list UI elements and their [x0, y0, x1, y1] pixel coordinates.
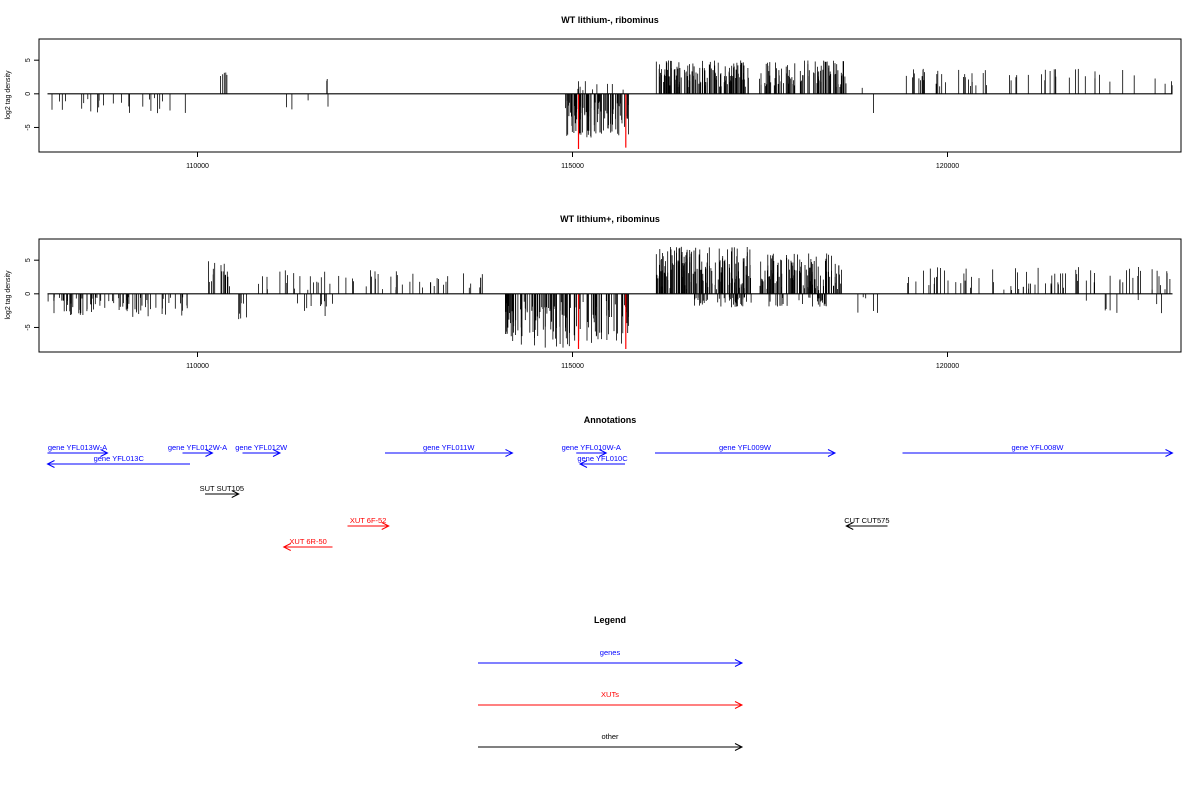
y-tick-label: 0	[25, 92, 32, 96]
feature-label: gene YFL010C	[577, 454, 628, 463]
y-tick-label: 5	[25, 258, 32, 262]
feature-arrow	[282, 543, 333, 551]
feature-label: gene YFL012W	[235, 443, 288, 452]
feature-label: gene YFL013W-A	[48, 443, 107, 452]
feature-label: gene YFL013C	[94, 454, 145, 463]
legend-arrow	[478, 743, 744, 751]
feature-arrow	[347, 522, 390, 530]
middle-panel-axes: 110000 115000 120000 -5 0 5	[25, 258, 959, 370]
legend-panel: Legend genes XUTs other	[478, 615, 744, 751]
y-tick-label: 0	[25, 292, 32, 296]
x-tick-label: 120000	[936, 163, 959, 170]
y-tick-label: -5	[25, 324, 32, 330]
top-signal-panel: WT lithium-, ribominus log2 tag density …	[5, 15, 1182, 170]
middle-panel-ylabel: log2 tag density	[5, 270, 12, 320]
x-tick-label: 110000	[186, 363, 209, 370]
feature-label: CUT CUT575	[844, 516, 889, 525]
feature-arrow	[385, 449, 514, 457]
feature-label: gene YFL012W-A	[168, 443, 227, 452]
x-tick-label: 115000	[561, 163, 584, 170]
annotations-title: Annotations	[584, 415, 637, 425]
top-panel-title: WT lithium-, ribominus	[561, 15, 659, 25]
legend-label: other	[601, 732, 619, 741]
feature-arrow	[902, 449, 1174, 457]
x-tick-label: 110000	[186, 163, 209, 170]
legend-title: Legend	[594, 615, 626, 625]
feature-arrow	[576, 449, 608, 457]
y-tick-label: -5	[25, 124, 32, 130]
top-panel-axes: 110000 115000 120000 -5 0 5	[25, 58, 959, 170]
feature-label: gene YFL008W	[1012, 443, 1065, 452]
legend-arrow	[478, 659, 744, 667]
annotation-features: gene YFL013W-A gene YFL013C gene YFL012W-A…	[46, 443, 1174, 551]
x-tick-label: 120000	[936, 363, 959, 370]
legend-arrow	[478, 701, 744, 709]
feature-arrow	[845, 522, 888, 530]
y-tick-label: 5	[25, 58, 32, 62]
feature-arrow	[578, 460, 625, 468]
middle-panel-bars	[47, 246, 1173, 349]
feature-arrow	[242, 449, 282, 457]
x-tick-label: 115000	[561, 363, 584, 370]
feature-label: XUT 6F-52	[350, 516, 387, 525]
feature-label: gene YFL011W	[423, 443, 475, 452]
feature-label: gene YFL010W-A	[562, 443, 621, 452]
feature-label: gene YFL009W	[719, 443, 772, 452]
top-panel-frame	[38, 38, 1182, 153]
legend-label: XUTs	[601, 690, 619, 699]
middle-signal-panel: WT lithium+, ribominus log2 tag density …	[5, 214, 1182, 370]
feature-arrow	[182, 449, 214, 457]
feature-label: SUT SUT105	[200, 484, 244, 493]
feature-arrow	[655, 449, 837, 457]
feature-label: XUT 6R-50	[289, 537, 326, 546]
top-panel-ylabel: log2 tag density	[5, 70, 12, 120]
feature-arrow	[46, 460, 190, 468]
top-panel-bars	[47, 60, 1173, 149]
feature-arrow	[47, 449, 109, 457]
feature-arrow	[205, 490, 240, 498]
legend-items: genes XUTs other	[478, 648, 744, 751]
legend-label: genes	[600, 648, 621, 657]
middle-panel-title: WT lithium+, ribominus	[560, 214, 660, 224]
middle-panel-frame	[38, 238, 1182, 353]
